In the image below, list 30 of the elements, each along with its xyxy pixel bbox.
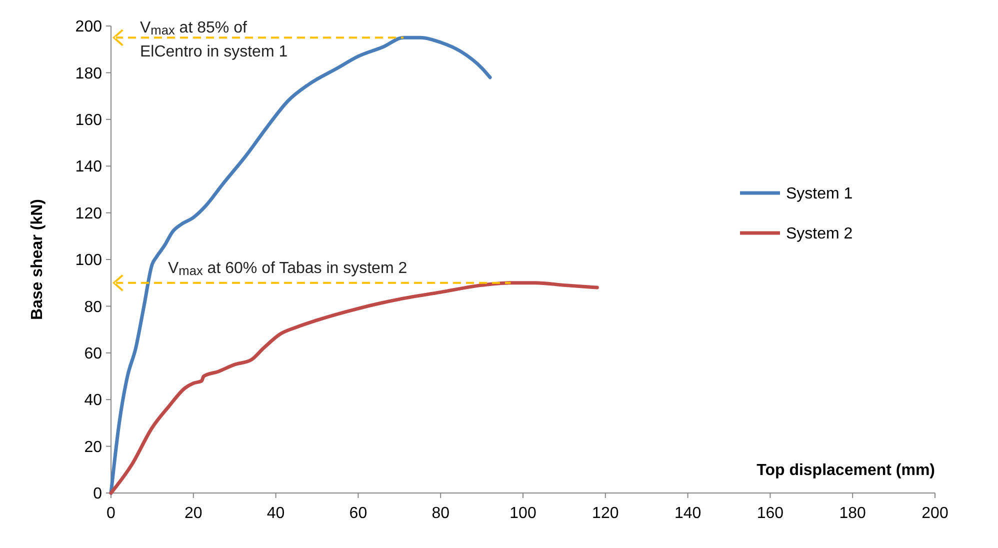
y-tick-label: 80 [84,298,102,316]
y-tick-label: 20 [84,438,102,456]
legend-label: System 1 [786,186,853,203]
x-tick-label: 160 [756,505,784,522]
x-tick-label: 100 [510,505,536,522]
x-tick-label: 180 [839,505,866,522]
y-tick-label: 140 [75,158,102,176]
y-tick-label: 100 [75,252,102,270]
x-tick-label: 60 [349,505,368,522]
x-tick-label: 80 [432,505,450,522]
y-tick-label: 60 [84,346,102,362]
x-tick-label: 20 [184,505,202,522]
x-tick-label: 0 [106,505,116,522]
x-tick-label: 40 [266,505,285,522]
y-tick-label: 160 [75,112,102,129]
legend-label: System 2 [786,226,853,243]
y-axis-title: Base shear (kN) [29,199,46,320]
line-series [109,36,492,495]
x-tick-label: 120 [592,505,619,522]
y-tick-label: 40 [84,392,102,410]
x-tick-label: 200 [922,505,948,522]
annotation: V$_{max}$ at 85% of ElCentro in system 1 [140,20,288,61]
x-axis-title: Top displacement (mm) [756,462,935,479]
y-tick-label: 0 [93,486,102,503]
annotation: V$_{max}$ at 60% of Tabas in system 2 [168,260,408,278]
line-series [109,281,599,495]
y-tick-label: 180 [75,65,102,82]
x-tick-label: 140 [674,505,702,522]
y-tick-label: 200 [75,18,102,36]
y-tick-label: 120 [75,205,102,222]
